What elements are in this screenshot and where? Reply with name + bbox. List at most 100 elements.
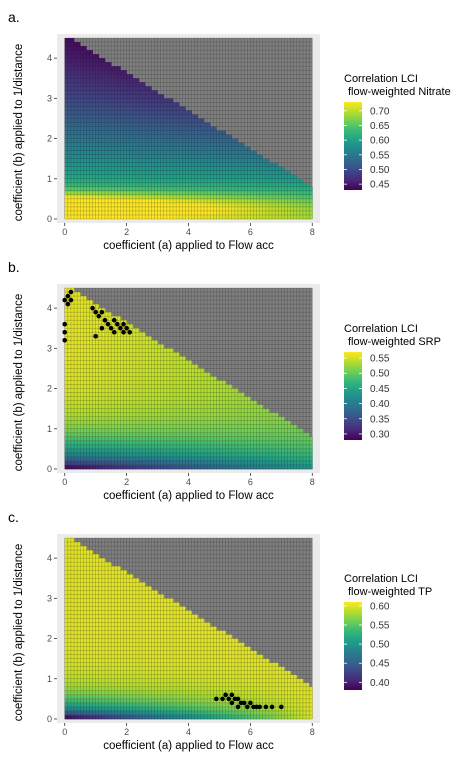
heat-cell xyxy=(207,432,211,438)
heat-cell xyxy=(154,198,158,204)
heat-cell xyxy=(281,194,285,200)
heat-cell xyxy=(80,650,84,655)
heat-cell xyxy=(104,186,109,192)
heat-cell xyxy=(123,400,127,405)
heat-cell xyxy=(129,416,134,422)
heat-cell xyxy=(74,292,78,297)
heat-cell xyxy=(92,174,97,180)
heat-cell xyxy=(262,460,267,466)
heat-cell xyxy=(135,106,140,111)
heat-cell xyxy=(95,304,100,309)
heat-cell xyxy=(231,448,236,454)
heat-cell xyxy=(142,340,146,345)
heat-cell xyxy=(259,412,264,418)
heat-cell xyxy=(145,134,149,139)
heat-cell xyxy=(268,460,273,466)
heat-cell xyxy=(157,210,162,216)
heat-cell xyxy=(92,456,97,462)
heat-cell xyxy=(182,376,186,381)
heat-cell xyxy=(231,452,236,458)
heat-cell xyxy=(126,202,131,208)
heat-cell xyxy=(191,210,196,216)
heat-cell xyxy=(132,198,137,204)
heat-cell xyxy=(253,408,257,414)
heat-cell xyxy=(191,412,196,418)
heat-cell xyxy=(101,182,106,188)
heat-cell xyxy=(179,170,183,176)
heat-cell xyxy=(70,698,75,704)
heat-cell xyxy=(166,400,171,405)
heat-cell xyxy=(179,214,183,220)
heat-cell xyxy=(185,182,189,188)
heat-cell xyxy=(135,134,140,139)
heat-cell xyxy=(151,452,155,458)
heat-cell xyxy=(234,416,239,422)
heat-cell xyxy=(95,400,100,405)
heat-cell xyxy=(138,146,143,151)
heat-cell xyxy=(154,392,158,397)
heat-cell xyxy=(77,658,81,664)
heat-cell xyxy=(80,550,84,555)
heat-cell xyxy=(160,122,165,127)
heat-cell xyxy=(163,456,168,462)
heat-cell xyxy=(108,424,112,430)
heat-cell xyxy=(290,444,295,450)
heat-cell xyxy=(95,404,100,410)
heat-cell xyxy=(259,194,264,200)
heat-cell xyxy=(138,432,143,438)
heat-cell xyxy=(114,142,118,147)
heat-cell xyxy=(228,186,233,192)
heat-cell xyxy=(250,412,254,418)
heat-cell xyxy=(92,400,97,405)
heat-cell xyxy=(135,348,140,353)
heat-cell xyxy=(213,444,217,450)
heat-cell xyxy=(145,404,149,410)
heat-cell xyxy=(213,392,217,397)
heat-cell xyxy=(123,134,127,139)
heat-cell xyxy=(163,110,168,115)
heat-cell xyxy=(287,440,291,446)
heat-cell xyxy=(67,46,72,51)
heat-cell xyxy=(114,134,118,139)
heat-cell xyxy=(70,106,75,111)
heat-cell xyxy=(64,296,69,301)
heat-cell xyxy=(108,122,112,127)
heat-cell xyxy=(306,194,310,200)
heat-cell xyxy=(108,78,112,83)
heat-cell xyxy=(238,174,242,180)
heat-cell xyxy=(64,348,69,353)
heat-cell xyxy=(228,448,233,454)
heat-cell xyxy=(197,384,202,389)
heat-cell xyxy=(145,412,149,418)
heat-cell xyxy=(148,448,152,454)
heat-cell xyxy=(120,440,124,446)
heat-cell xyxy=(234,412,239,418)
heat-cell xyxy=(194,392,199,397)
heat-cell xyxy=(126,166,131,172)
heat-cell xyxy=(80,46,84,51)
heat-cell xyxy=(244,440,248,446)
heat-cell xyxy=(151,190,155,196)
heat-cell xyxy=(92,150,97,155)
colorbar-tick-label: 0.40 xyxy=(370,399,390,410)
heat-cell xyxy=(83,134,87,139)
heat-cell xyxy=(188,206,192,212)
heat-cell xyxy=(275,420,279,426)
heat-cell xyxy=(169,348,174,353)
heat-cell xyxy=(234,388,239,393)
heat-cell xyxy=(135,356,140,361)
highlight-point xyxy=(62,321,68,327)
heat-cell xyxy=(89,440,93,446)
heat-cell xyxy=(179,448,183,454)
heat-cell xyxy=(176,186,180,192)
heat-cell xyxy=(176,428,180,434)
heat-cell xyxy=(120,324,124,329)
heat-cell xyxy=(157,206,162,212)
heat-cell xyxy=(83,388,87,393)
heat-cell xyxy=(64,542,69,547)
heat-cell xyxy=(95,214,100,220)
heat-cell xyxy=(120,364,124,369)
heat-cell xyxy=(191,464,196,470)
heat-cell xyxy=(293,174,298,180)
heat-cell xyxy=(253,178,257,184)
